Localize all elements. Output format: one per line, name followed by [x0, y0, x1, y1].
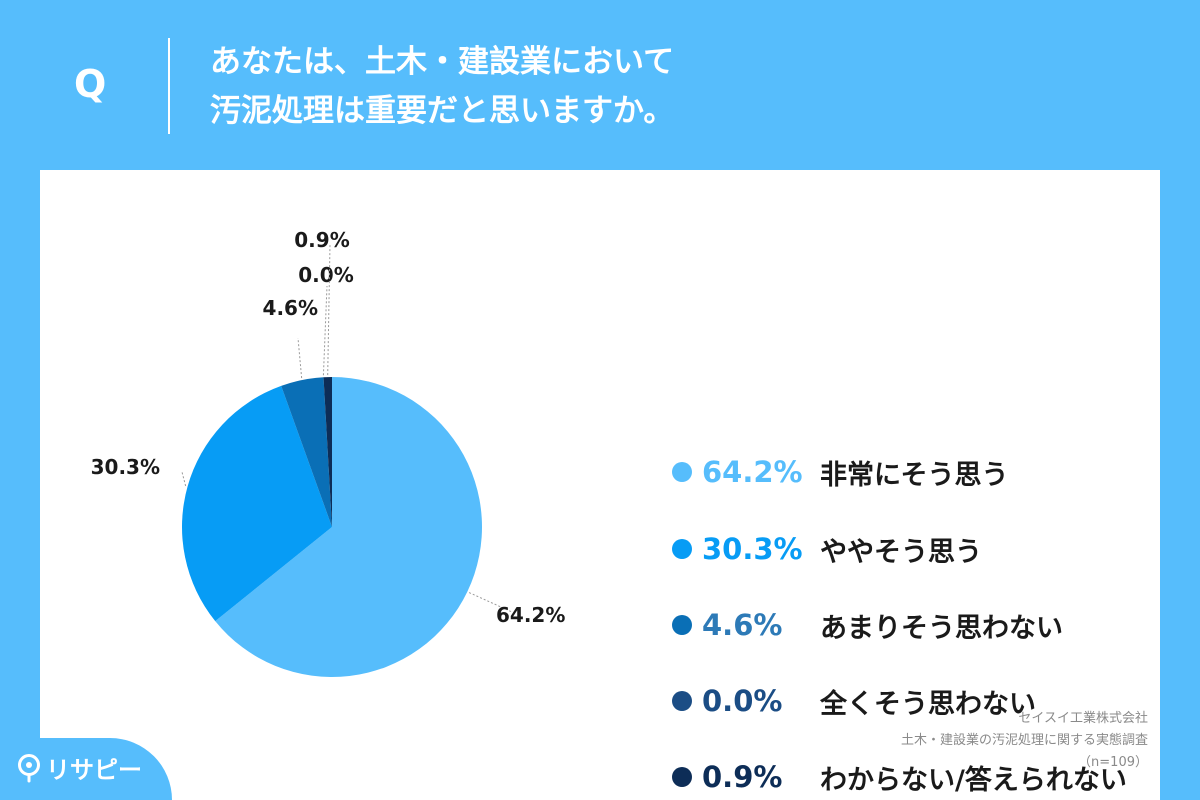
legend-item-4: 0.9% わからない/答えられない [672, 757, 1192, 797]
legend-item-0: 64.2% 非常にそう思う [672, 452, 1192, 492]
leader-line-4 [327, 243, 331, 376]
credit-company: セイスイ工業株式会社 [1018, 711, 1148, 726]
pie-slice-4 [323, 377, 332, 527]
credit-sample: （n=109） [1078, 755, 1148, 770]
pie-slice-0 [215, 377, 482, 677]
legend-label-2: あまりそう思わない [820, 612, 1063, 644]
legend-pct-3: 0.0% [702, 684, 783, 718]
legend-pct-4: 0.9% [702, 760, 783, 794]
logo-text: リサピー [46, 756, 142, 784]
legend-label-4: わからない/答えられない [820, 764, 1127, 796]
legend-item-2: 4.6% あまりそう思わない [672, 605, 1192, 645]
legend-pct-1: 30.3% [702, 532, 803, 566]
credits: セイスイ工業株式会社 土木・建設業の汚泥処理に関する実態調査 （n=109） [901, 708, 1148, 774]
pie-chart: 64.2% 30.3% 4.6% 0.0% 0.9% [91, 228, 565, 677]
pie-slice-2 [281, 377, 332, 527]
leader-line-2 [297, 337, 303, 379]
map-pin-icon [18, 753, 40, 782]
legend-dot-2 [672, 615, 692, 635]
data-label-0: 64.2% [496, 603, 565, 627]
legend-label-0: 非常にそう思う [820, 459, 1009, 491]
legend-label-3: 全くそう思わない [820, 688, 1036, 720]
legend-item-3: 0.0% 全くそう思わない [672, 681, 1192, 721]
data-label-3: 0.0% [298, 263, 353, 287]
pie-slice-1 [181, 385, 332, 622]
credit-survey: 土木・建設業の汚泥処理に関する実態調査 [900, 733, 1148, 748]
header: Q あなたは、土木・建設業において 汚泥処理は重要だと思いますか。 [0, 0, 1200, 170]
leader-line-1 [181, 471, 187, 487]
legend-pct-2: 4.6% [702, 608, 783, 642]
logo: リサピー [16, 750, 142, 785]
data-label-2: 4.6% [263, 296, 318, 320]
data-label-4: 0.9% [294, 228, 349, 252]
legend-dot-0 [672, 462, 692, 482]
legend-dot-4 [672, 767, 692, 787]
question-mark: Q [74, 62, 107, 106]
logo-tab: リサピー [0, 738, 172, 800]
leader-line-3 [322, 285, 328, 376]
data-label-1: 30.3% [91, 455, 160, 479]
question-line-2: 汚泥処理は重要だと思いますか。 [210, 93, 675, 129]
legend-dot-3 [672, 691, 692, 711]
question-line-1: あなたは、土木・建設業において [210, 44, 675, 80]
header-divider [168, 38, 170, 134]
legend-label-1: ややそう思う [820, 536, 982, 568]
legend-pct-0: 64.2% [702, 455, 803, 489]
chart-card: 64.2% 30.3% 4.6% 0.0% 0.9% 64.2% 非常にそう思う 30.… [40, 170, 1160, 800]
question-text: あなたは、土木・建設業において 汚泥処理は重要だと思いますか。 [210, 38, 674, 136]
legend-item-1: 30.3% ややそう思う [672, 529, 1192, 569]
legend-dot-1 [672, 539, 692, 559]
